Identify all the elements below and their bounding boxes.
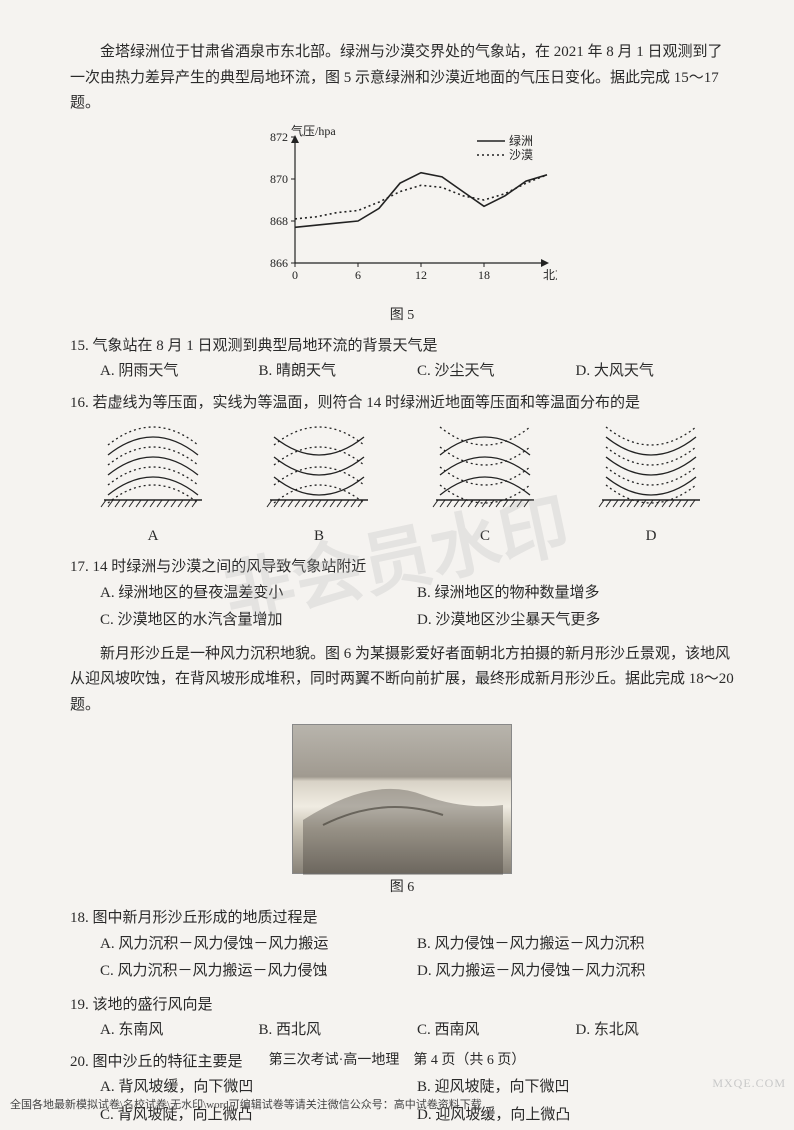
q16-diagram-a[interactable]: A bbox=[98, 422, 208, 549]
q16-diagram-d[interactable]: D bbox=[596, 422, 706, 549]
pressure-chart: 866 868 870 872 0 6 12 18 气压/hpa 北京时间 绿洲沙漠 bbox=[247, 123, 557, 293]
q19-opt-c[interactable]: C. 西南风 bbox=[417, 1018, 576, 1044]
q15-opt-b[interactable]: B. 晴朗天气 bbox=[259, 359, 418, 385]
dune-photo bbox=[292, 724, 512, 874]
q17-options: A. 绿洲地区的昼夜温差变小 B. 绿洲地区的物种数量增多 C. 沙漠地区的水汽… bbox=[70, 581, 734, 636]
page-footer: 第三次考试·高一地理 第 4 页（共 6 页） bbox=[0, 1049, 794, 1073]
bottom-note: 全国各地最新模拟试卷\名校试卷\无水印\word可编辑试卷等请关注微信公众号：高… bbox=[10, 1096, 482, 1115]
svg-text:0: 0 bbox=[292, 268, 298, 282]
figure-5-label: 图 5 bbox=[70, 304, 734, 328]
q15-options: A. 阴雨天气 B. 晴朗天气 C. 沙尘天气 D. 大风天气 bbox=[70, 359, 734, 385]
figure-6-label: 图 6 bbox=[70, 876, 734, 900]
q17-opt-b[interactable]: B. 绿洲地区的物种数量增多 bbox=[417, 581, 734, 607]
q16-label-b: B bbox=[264, 524, 374, 550]
q16-stem: 16. 若虚线为等压面，实线为等温面，则符合 14 时绿洲近地面等压面和等温面分… bbox=[70, 391, 734, 417]
svg-text:气压/hpa: 气压/hpa bbox=[291, 123, 336, 138]
q15-opt-c[interactable]: C. 沙尘天气 bbox=[417, 359, 576, 385]
q17-stem: 17. 14 时绿洲与沙漠之间的风导致气象站附近 bbox=[70, 555, 734, 581]
q18-opt-b[interactable]: B. 风力侵蚀－风力搬运－风力沉积 bbox=[417, 932, 734, 958]
svg-text:12: 12 bbox=[415, 268, 427, 282]
q18-opt-d[interactable]: D. 风力搬运－风力侵蚀－风力沉积 bbox=[417, 959, 734, 985]
q19-stem: 19. 该地的盛行风向是 bbox=[70, 993, 734, 1019]
q18-stem: 18. 图中新月形沙丘形成的地质过程是 bbox=[70, 906, 734, 932]
q18-options: A. 风力沉积－风力侵蚀－风力搬运 B. 风力侵蚀－风力搬运－风力沉积 C. 风… bbox=[70, 932, 734, 987]
q19-opt-a[interactable]: A. 东南风 bbox=[100, 1018, 259, 1044]
q17-opt-c[interactable]: C. 沙漠地区的水汽含量增加 bbox=[100, 608, 417, 634]
q16-diagram-c[interactable]: C bbox=[430, 422, 540, 549]
svg-text:18: 18 bbox=[478, 268, 490, 282]
q16-label-c: C bbox=[430, 524, 540, 550]
q16-label-a: A bbox=[98, 524, 208, 550]
svg-text:872: 872 bbox=[270, 130, 288, 144]
svg-text:北京时间: 北京时间 bbox=[543, 268, 557, 282]
passage-2: 新月形沙丘是一种风力沉积地貌。图 6 为某摄影爱好者面朝北方拍摄的新月形沙丘景观… bbox=[70, 642, 734, 719]
svg-text:870: 870 bbox=[270, 172, 288, 186]
q17-opt-d[interactable]: D. 沙漠地区沙尘暴天气更多 bbox=[417, 608, 734, 634]
svg-text:沙漠: 沙漠 bbox=[509, 148, 533, 162]
svg-text:866: 866 bbox=[270, 256, 288, 270]
q17-opt-a[interactable]: A. 绿洲地区的昼夜温差变小 bbox=[100, 581, 417, 607]
q16-diagrams: A B C D bbox=[70, 422, 734, 549]
q15-opt-d[interactable]: D. 大风天气 bbox=[576, 359, 735, 385]
q16-label-d: D bbox=[596, 524, 706, 550]
figure-6: 图 6 bbox=[70, 724, 734, 900]
svg-text:6: 6 bbox=[355, 268, 361, 282]
figure-5: 866 868 870 872 0 6 12 18 气压/hpa 北京时间 绿洲沙漠 图 5 bbox=[70, 123, 734, 328]
svg-text:绿洲: 绿洲 bbox=[509, 133, 533, 148]
q18-opt-a[interactable]: A. 风力沉积－风力侵蚀－风力搬运 bbox=[100, 932, 417, 958]
q16-diagram-b[interactable]: B bbox=[264, 422, 374, 549]
q15-opt-a[interactable]: A. 阴雨天气 bbox=[100, 359, 259, 385]
svg-text:868: 868 bbox=[270, 214, 288, 228]
q19-options: A. 东南风 B. 西北风 C. 西南风 D. 东北风 bbox=[70, 1018, 734, 1044]
q19-opt-d[interactable]: D. 东北风 bbox=[576, 1018, 735, 1044]
q19-opt-b[interactable]: B. 西北风 bbox=[259, 1018, 418, 1044]
passage-1: 金塔绿洲位于甘肃省酒泉市东北部。绿洲与沙漠交界处的气象站，在 2021 年 8 … bbox=[70, 40, 734, 117]
q15-stem: 15. 气象站在 8 月 1 日观测到典型局地环流的背景天气是 bbox=[70, 334, 734, 360]
q18-opt-c[interactable]: C. 风力沉积－风力搬运－风力侵蚀 bbox=[100, 959, 417, 985]
corner-watermark: MXQE.COM bbox=[712, 1073, 786, 1093]
